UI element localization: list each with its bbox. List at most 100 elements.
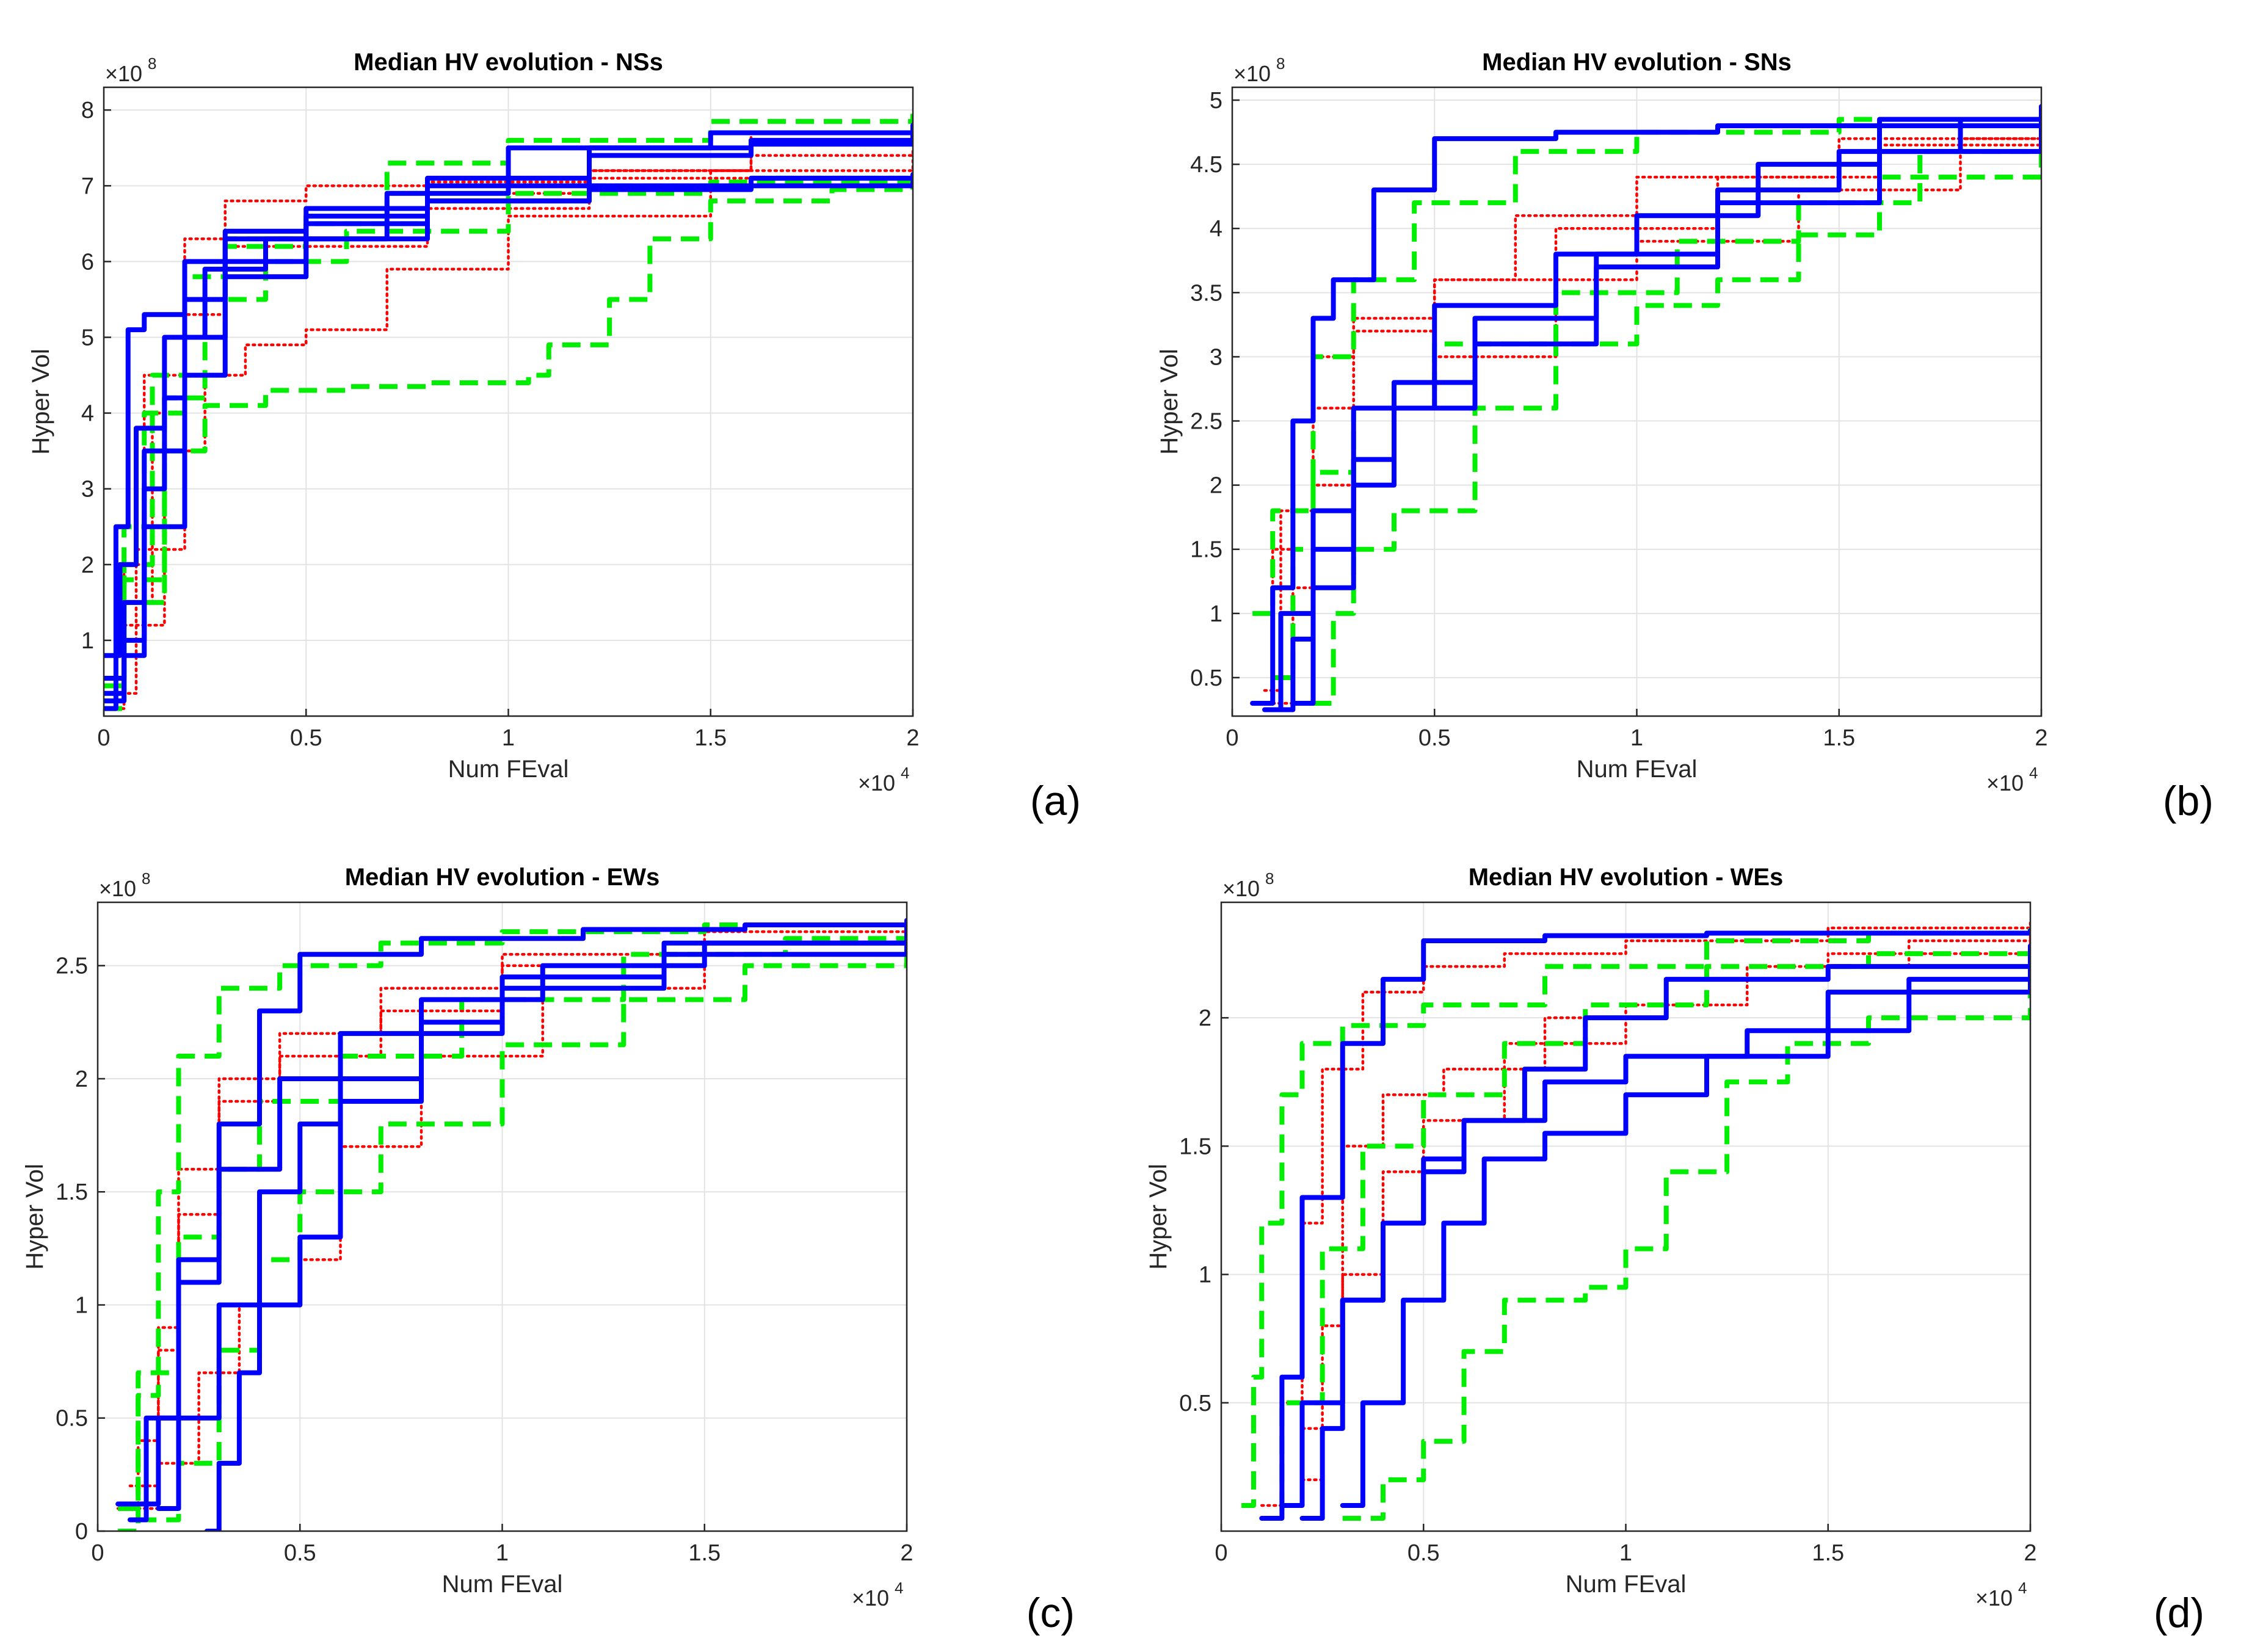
- series-line-red: [104, 154, 913, 710]
- panel-label: (c): [1026, 1590, 1075, 1636]
- x-axis-label: Num FEval: [448, 756, 569, 783]
- x-tick-label: 0.5: [284, 1540, 316, 1566]
- y-tick-label: 1: [1210, 601, 1222, 627]
- x-tick-label: 1: [1630, 725, 1643, 751]
- y-multiplier-exponent: 8: [1276, 54, 1285, 73]
- y-tick-label: 3.5: [1190, 280, 1222, 306]
- x-tick-label: 1.5: [694, 725, 727, 751]
- y-multiplier-exponent: 8: [1265, 869, 1274, 888]
- y-tick-label: 3: [81, 477, 94, 502]
- series-group: [104, 114, 913, 711]
- y-tick-label: 0.5: [56, 1406, 88, 1432]
- x-multiplier: ×10: [858, 770, 895, 795]
- x-tick-label: 0: [1226, 725, 1238, 751]
- y-tick-label: 1.5: [1179, 1134, 1211, 1159]
- series-group: [115, 918, 907, 1531]
- y-tick-label: 2: [1199, 1005, 1211, 1031]
- x-tick-label: 0: [91, 1540, 104, 1566]
- y-multiplier: ×10: [105, 61, 142, 86]
- chart-title: Median HV evolution - NSs: [354, 49, 663, 76]
- y-tick-label: 4: [81, 401, 94, 427]
- y-tick-label: 5: [81, 325, 94, 351]
- y-axis-label: Hyper Vol: [1145, 1164, 1172, 1269]
- y-tick-label: 2: [81, 552, 94, 578]
- chart-panel-1: 0 0.5 1 1.5 2 1 2 3 4 5 6 7 8 Median HV evolution - N…: [27, 49, 1081, 824]
- x-tick-label: 0: [97, 725, 110, 751]
- x-tick-label: 1: [502, 725, 515, 751]
- series-line-red: [1271, 118, 2041, 705]
- y-tick-label: 2.5: [1190, 409, 1222, 435]
- x-multiplier-exponent: 4: [2018, 1579, 2027, 1597]
- y-axis-label: Hyper Vol: [27, 349, 54, 454]
- x-axis-label: Num FEval: [1566, 1571, 1687, 1598]
- y-tick-label: 0.5: [1190, 665, 1222, 691]
- y-multiplier-exponent: 8: [148, 54, 156, 73]
- chart-panel-4: 0 0.5 1 1.5 2 0.5 1 1.5 2 Median HV evolution - W…: [1145, 864, 2204, 1636]
- y-tick-label: 8: [81, 98, 94, 123]
- x-tick-label: 2: [2035, 725, 2047, 751]
- x-multiplier: ×10: [1986, 770, 2024, 795]
- y-tick-label: 2.5: [56, 954, 88, 979]
- panel-label: (a): [1030, 778, 1081, 824]
- x-tick-label: 2: [2024, 1540, 2036, 1566]
- x-multiplier: ×10: [1975, 1585, 2013, 1610]
- y-tick-label: 3: [1210, 344, 1222, 370]
- x-tick-label: 1.5: [688, 1540, 721, 1566]
- panel-label: (b): [2163, 778, 2214, 824]
- series-line-blue: [1250, 110, 2041, 706]
- series-line-blue: [128, 927, 907, 1523]
- y-tick-label: 4: [1210, 216, 1222, 242]
- chart-title: Median HV evolution - EWs: [345, 864, 660, 891]
- y-tick-label: 0: [75, 1519, 88, 1545]
- x-multiplier-exponent: 4: [895, 1579, 903, 1597]
- y-tick-label: 6: [81, 249, 94, 275]
- x-tick-label: 1: [496, 1540, 509, 1566]
- x-tick-label: 2: [900, 1540, 913, 1566]
- series-line-green: [138, 938, 907, 1523]
- series-line-blue: [104, 179, 913, 681]
- series-line-green: [1342, 966, 2030, 1521]
- y-axis-label: Hyper Vol: [21, 1164, 48, 1269]
- panels-group: 0 0.5 1 1.5 2 1 2 3 4 5 6 7 8 Median HV evolution - N…: [21, 49, 2214, 1636]
- x-tick-label: 0.5: [290, 725, 322, 751]
- series-group: [1241, 919, 2030, 1521]
- series-line-blue: [1340, 951, 2030, 1508]
- x-tick-label: 1.5: [1812, 1540, 1844, 1566]
- series-line-blue: [104, 126, 913, 658]
- x-multiplier-exponent: 4: [2029, 764, 2038, 782]
- series-line-blue: [1259, 928, 2030, 1521]
- y-tick-label: 2: [1210, 473, 1222, 499]
- x-multiplier-exponent: 4: [901, 764, 909, 782]
- chart-panel-3: 0 0.5 1 1.5 2 0 0.5 1 1.5 2 2.5 Median HV evolution…: [21, 864, 1075, 1636]
- x-tick-label: 0.5: [1418, 725, 1451, 751]
- y-multiplier: ×10: [1233, 61, 1271, 86]
- y-tick-label: 7: [81, 173, 94, 199]
- x-tick-label: 0: [1215, 1540, 1227, 1566]
- y-tick-label: 1.5: [56, 1179, 88, 1205]
- chart-panel-2: 0 0.5 1 1.5 2 0.5 1 1.5 2 2.5 3 3.5 4 4.5 5 Median HV e…: [1156, 49, 2214, 824]
- x-axis-label: Num FEval: [442, 1571, 563, 1598]
- chart-title: Median HV evolution - WEs: [1469, 864, 1784, 891]
- y-tick-label: 1: [81, 628, 94, 654]
- x-tick-label: 2: [906, 725, 919, 751]
- series-line-blue: [1290, 104, 2041, 706]
- series-line-blue: [1279, 943, 2030, 1508]
- chart-title: Median HV evolution - SNs: [1482, 49, 1792, 76]
- series-line-green: [1241, 928, 2030, 1508]
- y-multiplier: ×10: [99, 876, 136, 901]
- y-multiplier-exponent: 8: [142, 869, 150, 888]
- x-tick-label: 1.5: [1823, 725, 1855, 751]
- x-axis-label: Num FEval: [1577, 756, 1698, 783]
- x-multiplier: ×10: [852, 1585, 889, 1610]
- y-tick-label: 0.5: [1179, 1391, 1211, 1416]
- y-tick-label: 2: [75, 1067, 88, 1092]
- x-tick-label: 0.5: [1407, 1540, 1440, 1566]
- y-multiplier: ×10: [1222, 876, 1260, 901]
- series-line-blue: [104, 123, 913, 711]
- series-line-blue: [204, 929, 907, 1531]
- y-tick-label: 1: [1199, 1263, 1211, 1288]
- y-tick-label: 1: [75, 1292, 88, 1318]
- series-group: [1250, 104, 2041, 712]
- x-tick-label: 1: [1619, 1540, 1632, 1566]
